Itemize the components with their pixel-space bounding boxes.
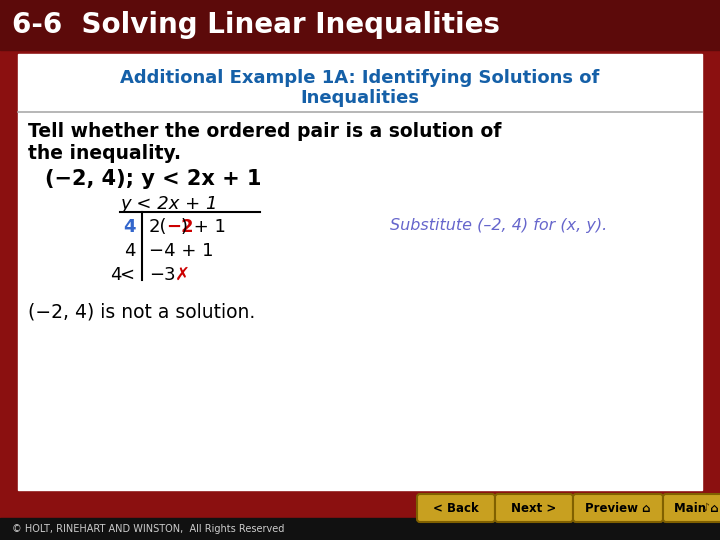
- Text: −2: −2: [166, 218, 194, 236]
- Text: the inequality.: the inequality.: [28, 144, 181, 163]
- Text: 4: 4: [125, 242, 136, 260]
- Text: ) + 1: ) + 1: [181, 218, 226, 236]
- Text: ♪: ♪: [703, 503, 710, 513]
- Text: Substitute (–2, 4) for (x, y).: Substitute (–2, 4) for (x, y).: [390, 218, 607, 233]
- Text: © HOLT, RINEHART AND WINSTON,  All Rights Reserved: © HOLT, RINEHART AND WINSTON, All Rights…: [12, 524, 284, 534]
- Text: −3: −3: [149, 266, 176, 284]
- Text: 2(: 2(: [149, 218, 168, 236]
- Text: 6-6  Solving Linear Inequalities: 6-6 Solving Linear Inequalities: [12, 11, 500, 39]
- Text: (−2, 4); y < 2x + 1: (−2, 4); y < 2x + 1: [45, 169, 261, 189]
- Text: −4 + 1: −4 + 1: [149, 242, 214, 260]
- FancyBboxPatch shape: [495, 494, 573, 522]
- Bar: [18, 54, 702, 490]
- Text: Tell whether the ordered pair is a solution of: Tell whether the ordered pair is a solut…: [28, 122, 501, 141]
- Text: y < 2x + 1: y < 2x + 1: [120, 195, 217, 213]
- Text: Next >: Next >: [511, 502, 557, 515]
- Text: 4: 4: [124, 218, 136, 236]
- FancyBboxPatch shape: [417, 494, 495, 522]
- Circle shape: [697, 499, 715, 517]
- Text: <: <: [119, 266, 134, 284]
- Bar: [0, 0, 720, 50]
- FancyBboxPatch shape: [573, 494, 663, 522]
- Text: 4: 4: [110, 266, 122, 284]
- Text: (−2, 4) is not a solution.: (−2, 4) is not a solution.: [28, 302, 256, 321]
- Text: ✗: ✗: [175, 266, 190, 284]
- Text: Additional Example 1A: Identifying Solutions of: Additional Example 1A: Identifying Solut…: [120, 69, 600, 87]
- Bar: [0, 518, 720, 540]
- Text: Preview ⌂: Preview ⌂: [585, 502, 651, 515]
- Text: Main ⌂: Main ⌂: [674, 502, 719, 515]
- Text: Inequalities: Inequalities: [300, 89, 420, 107]
- FancyBboxPatch shape: [663, 494, 720, 522]
- Text: < Back: < Back: [433, 502, 479, 515]
